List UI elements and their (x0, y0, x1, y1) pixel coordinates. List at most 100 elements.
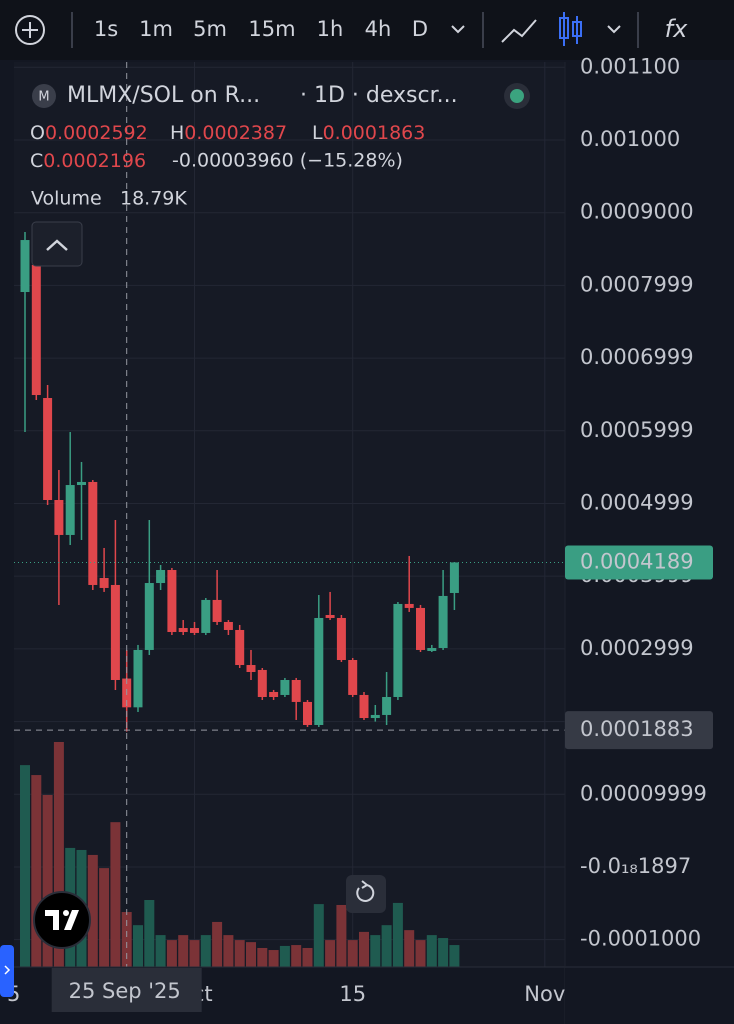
interval-menu[interactable] (451, 25, 465, 34)
tradingview-dot (63, 910, 69, 916)
candle-body (235, 629, 245, 666)
ohlc-item: O0.0002592 (30, 122, 148, 144)
reset-arrow (361, 880, 369, 889)
status-dot (510, 89, 524, 103)
candle-body (269, 691, 279, 698)
ohlc-value: 0.0002387 (184, 122, 287, 144)
candle-body (393, 603, 403, 698)
interval-button[interactable]: 1m (139, 17, 173, 41)
ohlc-label: C (30, 150, 43, 172)
interval-button[interactable]: 15m (248, 17, 295, 41)
candle-body (336, 617, 346, 661)
volume-bar (302, 947, 313, 967)
candle-body (212, 599, 222, 622)
candle-body (54, 499, 64, 535)
interval-button[interactable]: 5m (193, 17, 227, 41)
volume-bar (257, 947, 268, 967)
volume-bar (268, 950, 279, 967)
candle-body (438, 595, 448, 649)
y-tick-label: 0.0007999 (580, 272, 694, 296)
candle-body (20, 240, 30, 293)
volume-bar (438, 938, 449, 967)
volume-bar (336, 904, 347, 967)
tradingview-logo[interactable] (33, 891, 91, 949)
line-chart-button[interactable] (501, 19, 537, 43)
candle-body (167, 570, 177, 633)
candle-body (303, 701, 312, 725)
collapse-icon (46, 239, 68, 251)
volume-bar (426, 935, 437, 967)
candle-body (314, 617, 324, 725)
candle-body (43, 398, 53, 500)
candle-body (201, 599, 211, 633)
ohlc-label: O (30, 122, 45, 144)
interval-button[interactable]: 1s (94, 17, 118, 41)
ohlc-item: H0.0002387 (170, 122, 287, 144)
volume-bar (415, 940, 426, 967)
interval-button[interactable]: 4h (365, 17, 392, 41)
interval-button[interactable]: D (412, 17, 428, 41)
logo-letter: M (38, 90, 49, 105)
symbol: MLMX/SOL on R... (67, 83, 260, 108)
y-tick-label: 0.0004999 (580, 490, 694, 514)
volume-label: Volume (31, 188, 102, 210)
volume-bar (155, 935, 166, 967)
candle-body (348, 660, 358, 695)
volume-bar (291, 945, 302, 967)
volume-bar (189, 940, 200, 967)
last-price-label: 0.0004189 (580, 549, 694, 573)
y-tick-label: 0.0009000 (580, 200, 694, 224)
y-tick-label: 0.001000 (580, 127, 680, 151)
crosshair-date-box (51, 968, 202, 1012)
candle-body (77, 481, 86, 486)
candle-body (144, 583, 154, 650)
candle-body (133, 649, 143, 708)
chart-type-menu[interactable] (607, 25, 621, 34)
crosshair-price-label: 0.0001883 (580, 717, 694, 741)
volume-bar (99, 868, 110, 967)
volume-bar (200, 935, 211, 967)
volume-bar (246, 942, 256, 967)
y-tick-label: 0.001100 (580, 54, 680, 78)
volume-bar (42, 794, 53, 967)
candle-body (427, 648, 437, 651)
candle-body (31, 264, 41, 396)
side-tab-icon (4, 965, 11, 975)
volume-bar (31, 775, 42, 967)
volume-value: 18.79K (120, 188, 187, 210)
volume-bar (347, 940, 358, 967)
candle-body (246, 665, 256, 672)
volume-bar (166, 940, 177, 967)
collapse-button[interactable] (31, 221, 83, 267)
candle-body (325, 615, 335, 618)
last-price-box (565, 545, 713, 580)
indicators-button[interactable]: fx (665, 15, 688, 43)
tradingview-mark (45, 910, 79, 930)
y-tick-label: -0.0001000 (580, 927, 701, 951)
candle-body (88, 481, 98, 585)
candle-chart-button[interactable] (559, 12, 582, 46)
candle-body (156, 570, 166, 584)
volume-bar (53, 742, 64, 967)
interval-button[interactable]: 1h (317, 17, 344, 41)
candle-body (404, 603, 414, 608)
candle-body (382, 697, 392, 715)
y-tick-label: -0.0₁₈1897 (580, 854, 691, 878)
source: · 1D · dexscr... (300, 83, 458, 108)
volume-bar (178, 935, 189, 967)
volume-bar (144, 899, 155, 967)
change: -0.00003960 (−15.28%) (172, 150, 403, 172)
candle-body (359, 694, 369, 719)
x-tick-label: Nov (524, 982, 565, 1006)
candle-body (416, 607, 425, 650)
candle-body (65, 485, 75, 535)
y-tick-label: 0.0006999 (580, 345, 694, 369)
candle-body (370, 714, 380, 719)
volume-bar (110, 822, 121, 967)
candle-body (291, 679, 301, 702)
y-tick-label: 0.0002999 (580, 636, 694, 660)
add-button[interactable] (15, 15, 45, 45)
reset-button[interactable] (346, 875, 386, 913)
reset-icon (356, 884, 375, 902)
